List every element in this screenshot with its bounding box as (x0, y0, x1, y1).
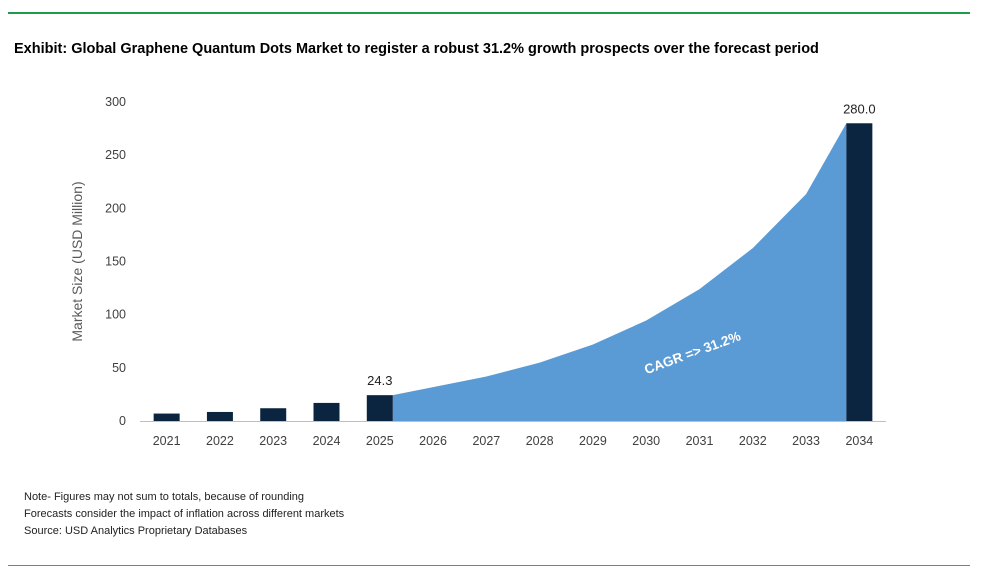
x-tick-label-2021: 2021 (153, 434, 181, 448)
x-tick-label-2034: 2034 (845, 434, 873, 448)
y-tick-label-300: 300 (105, 95, 126, 109)
y-axis-title: Market Size (USD Million) (69, 181, 85, 341)
chart-title: Exhibit: Global Graphene Quantum Dots Ma… (14, 41, 819, 57)
y-tick-label-100: 100 (105, 308, 126, 322)
data-label-2025: 24.3 (367, 373, 392, 388)
bar-2024 (313, 402, 340, 421)
bar-2022 (206, 411, 233, 421)
y-tick-label-250: 250 (105, 148, 126, 162)
note-rounding: Note- Figures may not sum to totals, bec… (24, 491, 305, 503)
x-tick-label-2033: 2033 (792, 434, 820, 448)
bar-2034 (846, 123, 873, 422)
x-tick-label-2023: 2023 (259, 434, 287, 448)
x-tick-label-2022: 2022 (206, 434, 234, 448)
bar-2025 (366, 395, 393, 421)
x-tick-label-2025: 2025 (366, 434, 394, 448)
y-tick-label-50: 50 (112, 361, 126, 375)
market-size-chart: 0 50 100 150 200 250 300 2021 2022 2023 2024 2025 20… (69, 95, 886, 448)
top-accent-rule (8, 12, 970, 14)
x-tick-label-2029: 2029 (579, 434, 607, 448)
y-tick-label-0: 0 (119, 414, 126, 428)
bar-2023 (260, 408, 287, 421)
data-label-2034: 280.0 (843, 101, 876, 116)
x-tick-label-2031: 2031 (686, 434, 714, 448)
x-tick-label-2032: 2032 (739, 434, 767, 448)
x-tick-label-2030: 2030 (632, 434, 660, 448)
x-tick-label-2027: 2027 (472, 434, 500, 448)
cagr-growth-area (392, 123, 847, 422)
y-tick-label-150: 150 (105, 255, 126, 269)
note-source: Source: USD Analytics Proprietary Databa… (24, 525, 248, 537)
footnotes: Note- Figures may not sum to totals, bec… (24, 489, 344, 540)
bar-2021 (153, 413, 180, 421)
y-tick-label-200: 200 (105, 201, 126, 215)
x-tick-label-2024: 2024 (313, 434, 341, 448)
x-tick-label-2028: 2028 (526, 434, 554, 448)
note-inflation: Forecasts consider the impact of inflati… (24, 508, 345, 520)
bottom-rule (8, 565, 970, 566)
x-tick-label-2026: 2026 (419, 434, 447, 448)
